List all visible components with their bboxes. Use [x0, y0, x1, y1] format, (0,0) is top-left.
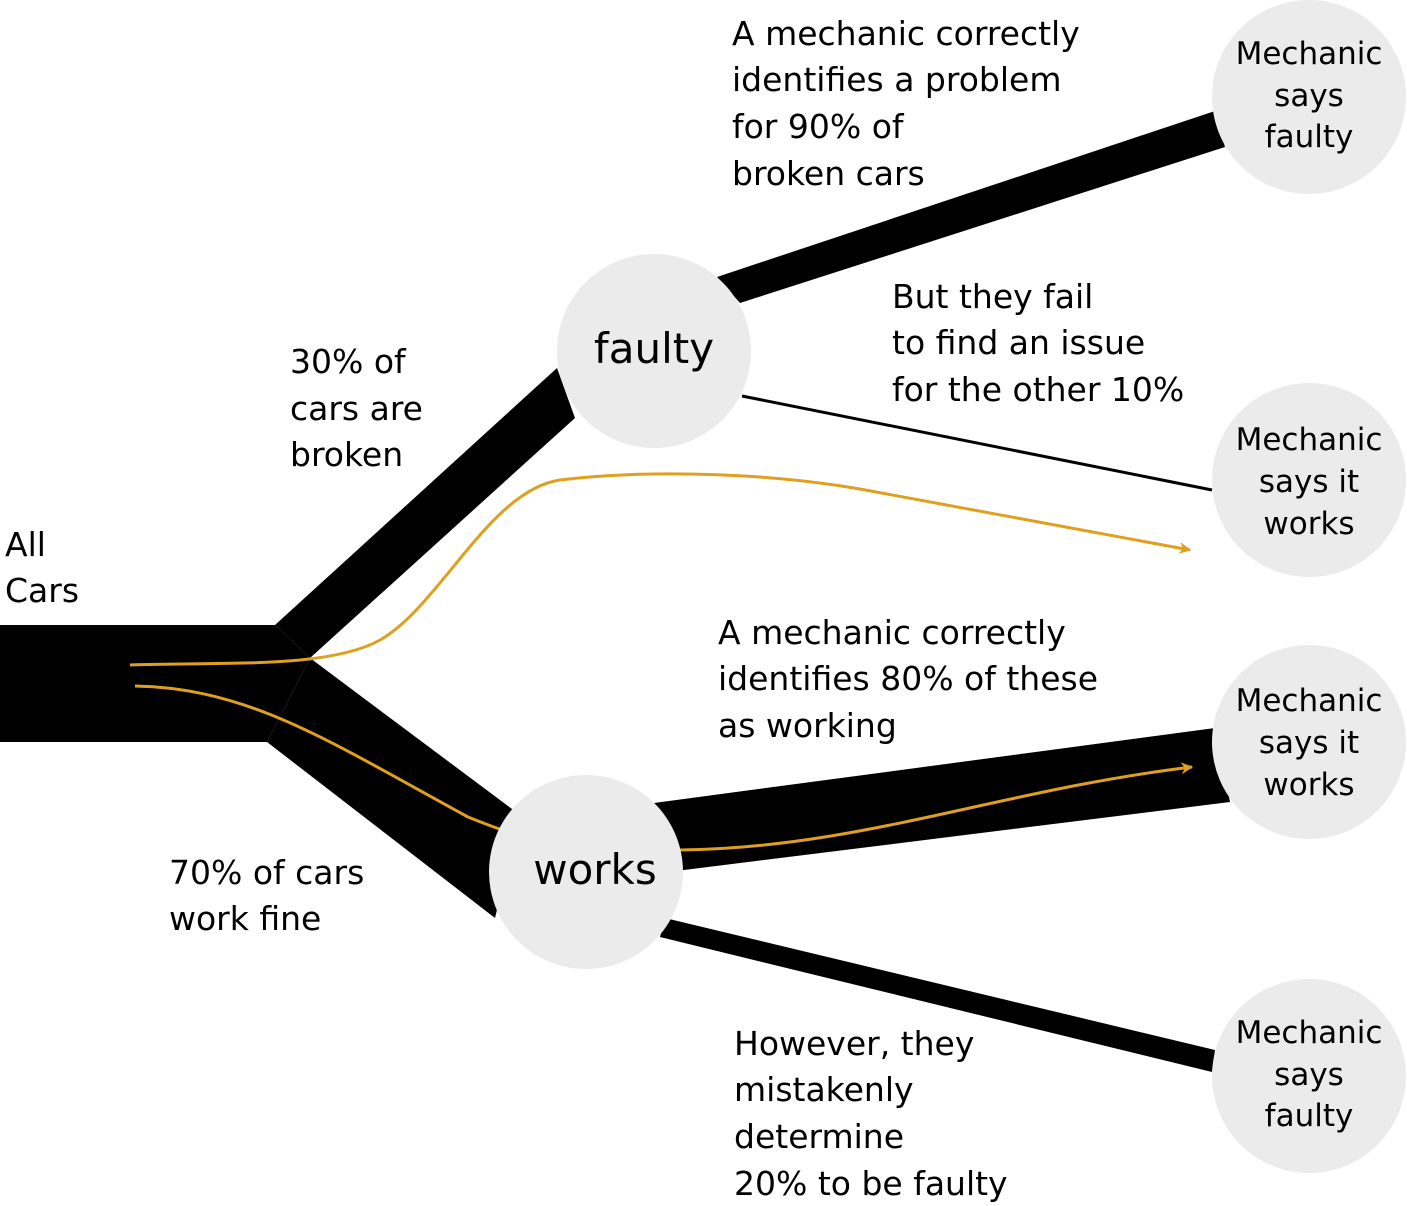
svg-text:identifies a problem: identifies a problem — [732, 60, 1061, 99]
svg-text:says: says — [1274, 1057, 1344, 1093]
svg-text:70% of cars: 70% of cars — [169, 853, 364, 892]
svg-text:broken cars: broken cars — [732, 154, 925, 193]
works-node — [489, 775, 683, 969]
annotation-fine: 70% of cars work fine — [169, 853, 364, 938]
annotation-works-correct: A mechanic correctly identifies 80% of t… — [718, 613, 1098, 745]
flow-works-to-says-faulty — [660, 918, 1215, 1072]
svg-text:faulty: faulty — [1265, 1098, 1354, 1134]
svg-text:work fine: work fine — [169, 899, 321, 938]
svg-text:20% to be faulty: 20% to be faulty — [734, 1164, 1008, 1203]
svg-text:works: works — [1263, 506, 1354, 542]
flow-faulty-to-says-works — [741, 394, 1213, 492]
svg-text:Mechanic: Mechanic — [1236, 683, 1383, 719]
svg-text:All: All — [5, 525, 46, 564]
highlight-path-missed-faulty — [129, 472, 1192, 667]
annotation-broken: 30% of cars are broken — [290, 342, 423, 474]
outcome-label-says-works-upper: Mechanic says it works — [1236, 422, 1383, 542]
svg-text:identifies 80% of these: identifies 80% of these — [718, 659, 1098, 698]
svg-text:But they fail: But they fail — [892, 277, 1093, 316]
outcome-node-says-works-lower — [1212, 645, 1406, 839]
svg-text:mistakenly: mistakenly — [734, 1070, 914, 1109]
outcome-node-says-works-upper — [1212, 383, 1406, 577]
svg-text:as working: as working — [718, 706, 897, 745]
svg-text:faulty: faulty — [1265, 119, 1354, 155]
svg-text:Cars: Cars — [5, 571, 79, 610]
svg-text:A mechanic correctly: A mechanic correctly — [732, 14, 1080, 53]
faulty-node-label: faulty — [594, 324, 714, 373]
outcome-node-says-faulty-top — [1212, 0, 1406, 194]
svg-text:for 90% of: for 90% of — [732, 107, 905, 146]
svg-text:determine: determine — [734, 1117, 904, 1156]
svg-text:A mechanic correctly: A mechanic correctly — [718, 613, 1066, 652]
works-node-label: works — [533, 845, 657, 894]
svg-text:says: says — [1274, 78, 1344, 114]
svg-text:Mechanic: Mechanic — [1236, 422, 1383, 458]
svg-text:says it: says it — [1259, 725, 1359, 761]
flow-faulty-to-says-faulty — [717, 111, 1225, 303]
faulty-node — [557, 254, 751, 448]
outcome-label-says-works-lower: Mechanic says it works — [1236, 683, 1383, 803]
annotation-faulty-correct: A mechanic correctly identifies a proble… — [732, 14, 1080, 193]
svg-text:Mechanic: Mechanic — [1236, 36, 1383, 72]
svg-text:However, they: However, they — [734, 1024, 974, 1063]
svg-text:Mechanic: Mechanic — [1236, 1015, 1383, 1051]
svg-text:to find an issue: to find an issue — [892, 323, 1145, 362]
svg-text:for the other 10%: for the other 10% — [892, 370, 1184, 409]
flow-to-faulty — [275, 368, 575, 658]
svg-text:cars are: cars are — [290, 389, 423, 428]
flow-to-works — [267, 658, 520, 918]
flow-works-to-says-works — [654, 728, 1230, 873]
svg-text:broken: broken — [290, 435, 403, 474]
svg-text:works: works — [1263, 767, 1354, 803]
outcome-label-says-faulty-bottom: Mechanic says faulty — [1236, 1015, 1383, 1134]
outcome-label-says-faulty-top: Mechanic says faulty — [1236, 36, 1383, 155]
svg-text:30% of: 30% of — [290, 342, 407, 381]
svg-text:says it: says it — [1259, 464, 1359, 500]
all-cars-label: All Cars — [5, 525, 79, 610]
annotation-faulty-missed: But they fail to find an issue for the o… — [892, 277, 1184, 409]
all-cars-flow — [0, 625, 310, 742]
annotation-works-mistaken: However, they mistakenly determine 20% t… — [734, 1024, 1008, 1203]
outcome-node-says-faulty-bottom — [1212, 979, 1406, 1173]
